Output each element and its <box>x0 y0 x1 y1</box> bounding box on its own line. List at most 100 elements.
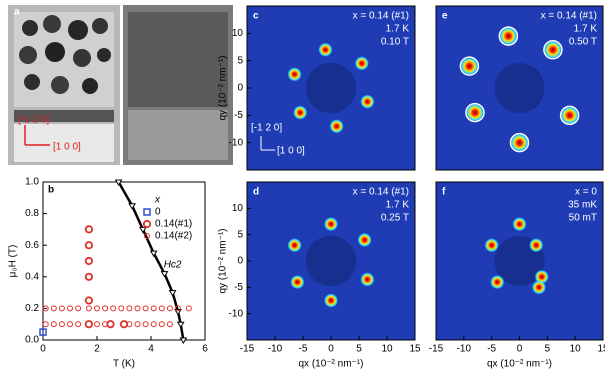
annotation: x = 0 <box>575 187 597 198</box>
data-point <box>67 305 73 312</box>
legend-entry: 0.14(#2) <box>155 231 192 242</box>
y-axis-label: μ₀H (T) <box>8 245 19 278</box>
bragg-spot <box>357 232 372 247</box>
data-point <box>58 321 65 328</box>
y-tick-label: 0.0 <box>25 335 39 346</box>
legend-title: x <box>154 195 161 206</box>
data-point <box>134 321 141 328</box>
data-point <box>102 321 109 328</box>
beam-stop <box>494 62 545 114</box>
panel-label: b <box>48 185 54 196</box>
data-point <box>84 241 94 250</box>
spot-circle <box>498 26 519 46</box>
hc2-point <box>179 337 188 344</box>
data-point <box>94 321 100 328</box>
x-axis-label: qx (10⁻² nm⁻¹) <box>487 359 552 370</box>
direction-label: [1 0 0] <box>53 142 81 153</box>
data-point <box>142 321 149 328</box>
spot-circle <box>509 132 530 153</box>
hc2-point <box>114 179 123 186</box>
annotation: 35 mK <box>568 200 597 211</box>
data-point <box>84 256 94 266</box>
hc2-point <box>160 271 169 278</box>
direction-arrows <box>260 136 275 151</box>
x-tick-label: 15 <box>409 344 421 355</box>
y-tick-label: 0.6 <box>25 240 39 251</box>
bragg-spot <box>293 105 308 120</box>
x-tick-label: 0 <box>328 344 334 355</box>
x-tick-label: 5 <box>545 344 551 355</box>
hc2-point <box>149 250 158 258</box>
data-point <box>75 321 82 328</box>
y-tick-label: -10 <box>229 308 244 319</box>
data-point <box>106 320 115 329</box>
y-tick-label: 0 <box>237 256 243 267</box>
bragg-spot <box>490 275 505 290</box>
panel-label: f <box>442 187 446 198</box>
plot-frame <box>435 5 604 171</box>
plot-frame <box>42 181 206 341</box>
x-tick-label: 4 <box>148 344 154 355</box>
data-point <box>67 321 73 328</box>
data-point <box>84 320 94 329</box>
annotation: 1.7 K <box>386 24 410 35</box>
legend-marker <box>142 219 152 229</box>
x-tick-label: 0 <box>517 344 523 355</box>
data-point <box>126 305 133 312</box>
bragg-spot <box>510 133 529 152</box>
y-tick-label: 10 <box>232 28 244 39</box>
x-tick-label: 6 <box>202 344 208 355</box>
annotation: 0.25 T <box>381 213 409 224</box>
y-tick-label: 5 <box>237 229 243 240</box>
panel-label: a <box>14 7 20 18</box>
spot-circle <box>543 39 563 60</box>
annotation: x = 0.14 (#1) <box>353 187 409 198</box>
hc2-point <box>128 203 136 210</box>
direction-label: [1 0 0] <box>277 146 305 157</box>
x-tick-label: -5 <box>299 344 308 355</box>
bragg-spot <box>560 106 579 125</box>
data-point <box>150 305 157 312</box>
y-tick-label: 0 <box>237 83 243 94</box>
x-axis-label: qx (10⁻² nm⁻¹) <box>298 359 363 370</box>
bragg-spot <box>460 57 479 76</box>
data-point <box>50 305 57 312</box>
bragg-spot <box>484 238 499 253</box>
annotation: 1.7 K <box>386 200 410 211</box>
bragg-spot <box>287 238 302 253</box>
data-point <box>118 305 125 312</box>
bragg-spot <box>329 119 344 134</box>
y-tick-label: 0.8 <box>25 208 39 219</box>
beam-stop <box>305 235 357 287</box>
y-tick-label: -5 <box>234 282 243 293</box>
data-point <box>85 305 92 312</box>
data-point <box>94 305 100 312</box>
data-point <box>84 225 94 234</box>
data-point <box>58 305 65 312</box>
data-point <box>42 305 49 312</box>
hc2-point <box>168 290 177 297</box>
bragg-spot <box>534 269 549 284</box>
data-point <box>39 328 47 336</box>
legend-entry: 0 <box>155 207 161 218</box>
x-axis-label: T (K) <box>113 359 135 370</box>
y-tick-label: -5 <box>234 110 243 121</box>
bragg-spot <box>543 40 562 59</box>
annotation: 50 mT <box>569 213 597 224</box>
data-point <box>175 305 181 312</box>
panel-label: e <box>442 11 448 22</box>
panel-label: d <box>253 187 259 198</box>
x-tick-label: 10 <box>381 344 393 355</box>
bragg-spot <box>324 293 338 308</box>
data-point <box>166 321 173 328</box>
beam-stop <box>305 62 357 114</box>
direction-label: [-1 2 0] <box>251 123 282 134</box>
photo <box>8 5 233 165</box>
bragg-spot <box>531 280 546 295</box>
legend-entry: 0.14(#1) <box>155 219 192 230</box>
y-tick-label: 5 <box>237 55 243 66</box>
data-point <box>166 305 173 312</box>
x-tick-label: 10 <box>570 344 582 355</box>
bragg-spot <box>324 217 338 232</box>
